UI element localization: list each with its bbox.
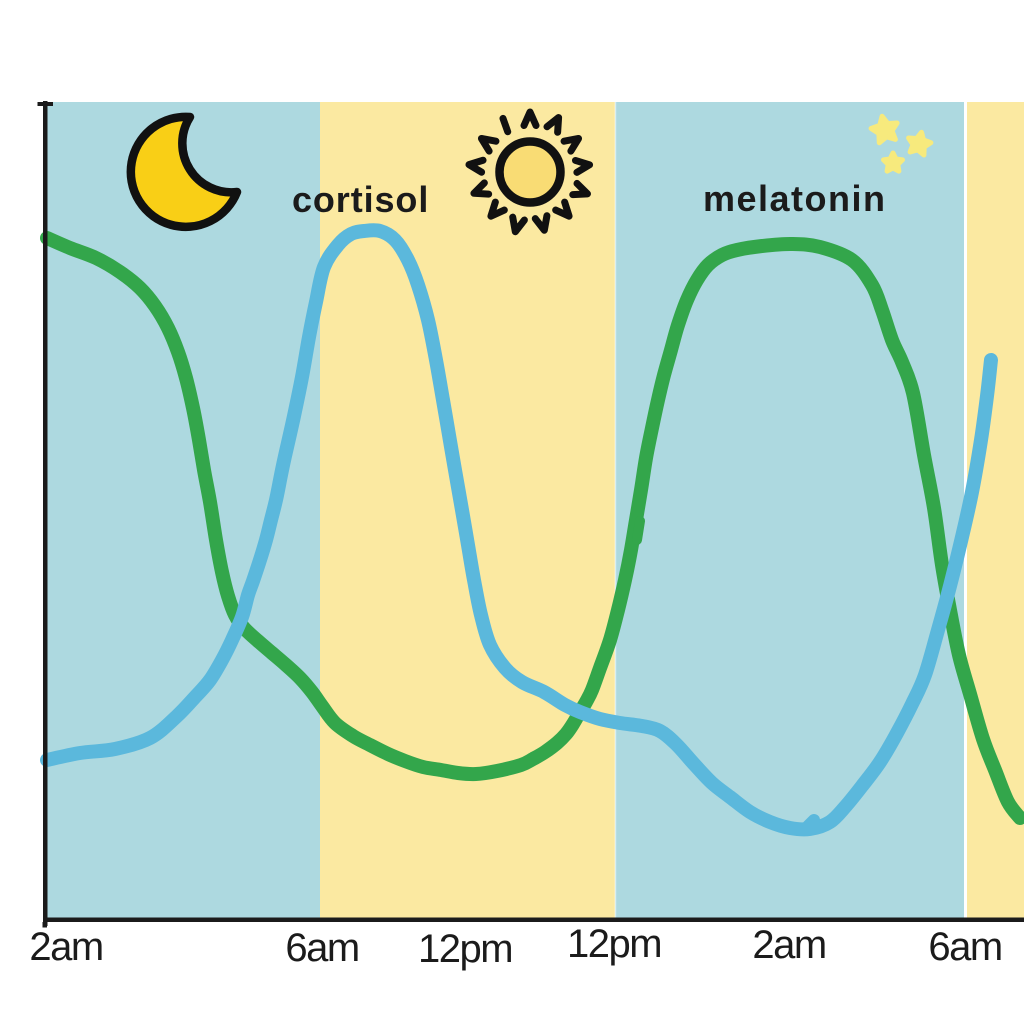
svg-text:melatonin: melatonin [703,178,887,219]
svg-text:2am: 2am [752,923,825,967]
svg-text:12pm: 12pm [567,922,661,966]
svg-text:2am: 2am [29,925,102,969]
svg-text:6am: 6am [285,926,358,970]
svg-text:6am: 6am [928,925,1001,969]
svg-text:cortisol: cortisol [292,179,429,220]
svg-text:12pm: 12pm [418,927,512,971]
